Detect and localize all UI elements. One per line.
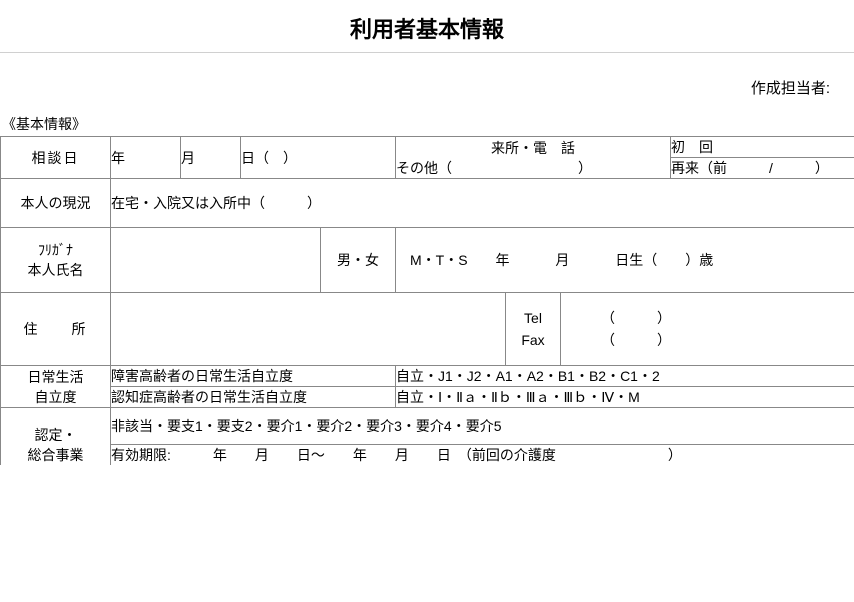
era-text: M・T・S — [410, 250, 468, 270]
consult-method-line2: その他（ ） — [396, 158, 670, 178]
adl-label1: 日常生活 — [1, 367, 110, 387]
creator-label: 作成担当者: — [0, 53, 854, 104]
phone2: （ ） — [601, 329, 854, 351]
name-label: 本人氏名 — [1, 260, 110, 280]
birth-cell: M・T・S 年 月 日生（ ）歳 — [396, 228, 854, 293]
cert-label2: 総合事業 — [1, 445, 110, 465]
phone1: （ ） — [601, 307, 854, 329]
cert-label1: 認定・ — [1, 425, 110, 445]
name-label-cell: ﾌﾘｶﾞﾅ 本人氏名 — [1, 228, 111, 293]
address-label: 住 所 — [1, 293, 111, 366]
section-header: 《基本情報》 — [0, 104, 854, 136]
adl-disability-label: 障害高齢者の日常生活自立度 — [111, 366, 396, 387]
furigana-label: ﾌﾘｶﾞﾅ — [1, 240, 110, 260]
gender-cell: 男・女 — [321, 228, 396, 293]
consult-month-cell: 月 — [181, 137, 241, 179]
consult-day-cell: 日（ ） — [241, 137, 396, 179]
revisit-cell: 再来（前 / ） — [671, 158, 854, 179]
birth-parts-text: 年 月 日生（ ）歳 — [495, 250, 713, 270]
page-title: 利用者基本情報 — [0, 0, 854, 53]
adl-dementia-value: 自立・Ⅰ・Ⅱａ・Ⅱｂ・Ⅲａ・Ⅲｂ・Ⅳ・M — [396, 387, 854, 408]
phone-cell: （ ） （ ） — [561, 293, 854, 366]
adl-label2: 自立度 — [1, 387, 110, 407]
fax-label: Fax — [506, 329, 560, 351]
status-label: 本人の現況 — [1, 179, 111, 228]
consult-method-line1: 来所・電 話 — [396, 138, 670, 158]
adl-disability-value: 自立・J1・J2・A1・A2・B1・B2・C1・2 — [396, 366, 854, 387]
basic-info-table: 相談日 年 月 日（ ） 来所・電 話 その他（ ） 初 回 再来（前 / ） … — [0, 136, 854, 465]
first-visit-cell: 初 回 — [671, 137, 854, 158]
telfax-label-cell: Tel Fax — [506, 293, 561, 366]
consult-date-label: 相談日 — [1, 137, 111, 179]
cert-levels: 非該当・要支1・要支2・要介1・要介2・要介3・要介4・要介5 — [111, 408, 854, 445]
adl-dementia-label: 認知症高齢者の日常生活自立度 — [111, 387, 396, 408]
consult-method-cell: 来所・電 話 その他（ ） — [396, 137, 671, 179]
consult-year-cell: 年 — [111, 137, 181, 179]
status-value: 在宅・入院又は入所中（ ） — [111, 179, 854, 228]
cert-label-cell: 認定・ 総合事業 — [1, 408, 111, 466]
address-value-cell — [111, 293, 506, 366]
cert-validity: 有効期限: 年 月 日～ 年 月 日 （前回の介護度 ） — [111, 445, 854, 466]
adl-label-cell: 日常生活 自立度 — [1, 366, 111, 408]
name-value-cell — [111, 228, 321, 293]
tel-label: Tel — [506, 307, 560, 329]
